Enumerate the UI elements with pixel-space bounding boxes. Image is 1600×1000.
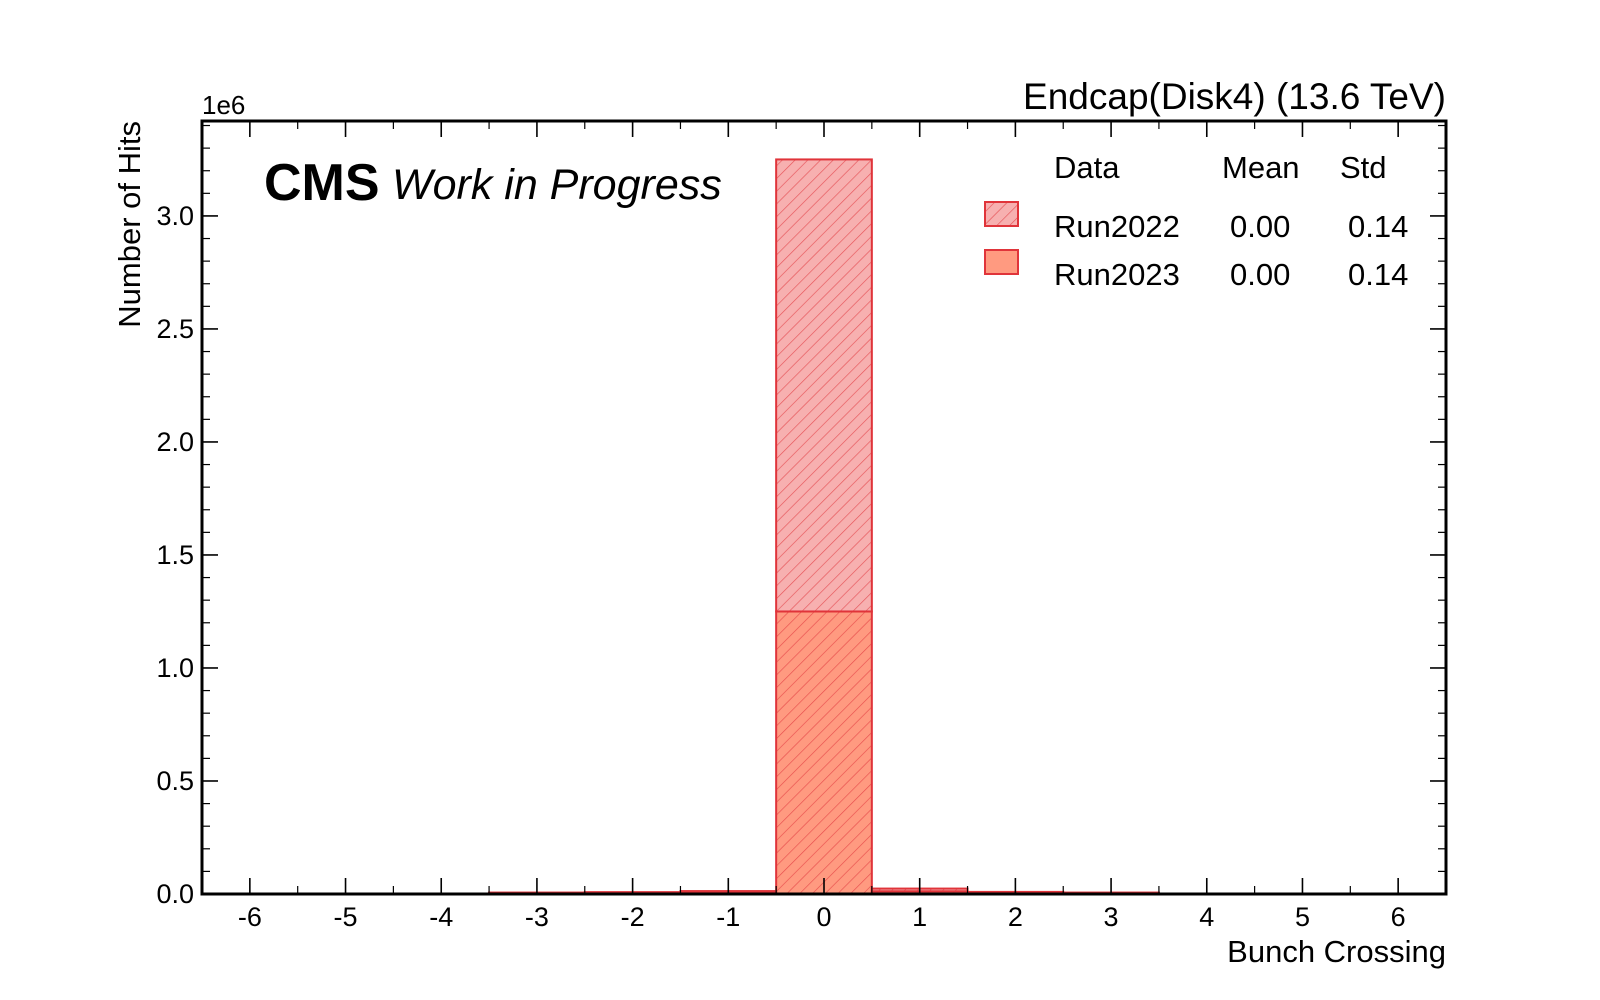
legend-swatch-hatch: [985, 202, 1018, 226]
x-tick-label: 1: [912, 902, 927, 932]
x-tick-label: 0: [816, 902, 831, 932]
legend-header-data: Data: [1054, 150, 1120, 185]
x-tick-label: 2: [1008, 902, 1023, 932]
y-tick-label: 0.0: [156, 879, 194, 909]
legend-series-name: Run2023: [1054, 257, 1180, 292]
legend-swatch-run2023: [984, 249, 1019, 275]
y-tick-label: 1.5: [156, 540, 194, 570]
y-tick-label: 2.0: [156, 427, 194, 457]
series-Run2023: [488, 610, 1160, 896]
x-tick-label: 4: [1199, 902, 1214, 932]
x-tick-label: -6: [238, 902, 262, 932]
y-tick-label: 0.5: [156, 766, 194, 796]
x-tick-label: -5: [334, 902, 358, 932]
x-tick-label: -3: [525, 902, 549, 932]
x-axis-label: Bunch Crossing: [1227, 934, 1446, 969]
legend-series-std: 0.14: [1348, 209, 1408, 244]
legend-series-std: 0.14: [1348, 257, 1408, 292]
y-tick-label: 2.5: [156, 314, 194, 344]
x-tick-label: 3: [1104, 902, 1119, 932]
x-tick-label: -2: [621, 902, 645, 932]
x-tick-label: 5: [1295, 902, 1310, 932]
y-axis-offset-label: 1e6: [202, 90, 245, 120]
legend-series-name: Run2022: [1054, 209, 1180, 244]
y-axis-label: Number of Hits: [112, 121, 147, 328]
experiment-label: CMS: [264, 154, 380, 212]
legend: Data Mean Std Run2022 0.00 0.14 Run2023 …: [984, 150, 1408, 292]
bar-hatch: [776, 611, 872, 894]
axis-ticks: -6 -5 -4 -3 -2 -1 0 1 2 3 4 5 6 0.0 0.5 1.0 1.5 2.0 2.5 3.0: [156, 121, 1447, 932]
y-tick-label: 3.0: [156, 201, 194, 231]
x-tick-label: -1: [716, 902, 740, 932]
x-tick-label: 6: [1391, 902, 1406, 932]
x-tick-label: -4: [429, 902, 453, 932]
bar-hatch: [776, 159, 872, 612]
legend-header-mean: Mean: [1222, 150, 1300, 185]
status-label: Work in Progress: [392, 161, 722, 209]
legend-series-mean: 0.00: [1230, 209, 1290, 244]
legend-series-mean: 0.00: [1230, 257, 1290, 292]
y-tick-label: 1.0: [156, 653, 194, 683]
legend-header-std: Std: [1340, 150, 1387, 185]
lumi-label: Endcap(Disk4) (13.6 TeV): [1023, 76, 1446, 117]
